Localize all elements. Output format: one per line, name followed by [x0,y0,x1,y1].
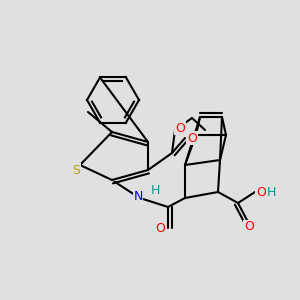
Text: H: H [266,185,276,199]
Text: O: O [244,220,254,233]
Text: O: O [187,131,197,145]
Text: O: O [256,185,266,199]
Text: O: O [175,122,185,134]
Text: S: S [72,164,80,176]
Text: O: O [155,221,165,235]
Text: N: N [133,190,143,203]
Text: H: H [150,184,160,196]
